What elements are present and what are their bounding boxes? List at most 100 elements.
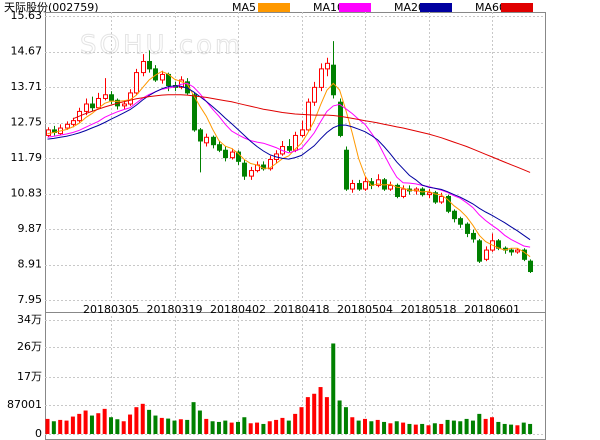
volume-bar: [363, 418, 367, 434]
watermark: SOHU.com: [80, 31, 243, 61]
volume-bar: [109, 417, 113, 434]
x-tick-label: 20180518: [401, 303, 457, 316]
candle-body: [103, 94, 108, 99]
candle-body: [331, 64, 336, 96]
legend-label: MA10: [313, 1, 344, 14]
ma-line: [72, 94, 531, 173]
candle-body: [65, 123, 70, 129]
candle-body: [249, 170, 254, 177]
candle-body: [433, 192, 438, 203]
x-tick-label: 20180504: [337, 303, 393, 316]
volume-bar: [528, 423, 533, 434]
ma-line: [47, 82, 531, 248]
legend-swatch: [339, 3, 371, 12]
legend-label: MA60: [475, 1, 506, 14]
y-tick-label: 11.79: [11, 151, 43, 164]
candle-body: [363, 181, 368, 190]
volume-bar: [388, 423, 393, 434]
volume-bar: [115, 419, 120, 434]
legend-label: MA5: [232, 1, 256, 14]
volume-bar: [210, 421, 215, 434]
candle-body: [484, 249, 489, 260]
volume-bar: [420, 423, 425, 434]
y-tick-label: 9.87: [18, 222, 43, 235]
volume-bar: [509, 424, 514, 434]
candle-body: [122, 103, 127, 107]
volume-bar: [185, 419, 190, 434]
volume-bar: [413, 424, 418, 434]
volume-bar: [280, 417, 285, 434]
candle-body: [350, 183, 355, 190]
volume-bar: [445, 419, 450, 434]
candle-body: [46, 129, 51, 136]
volume-bar: [261, 423, 266, 434]
volume-bar: [293, 413, 298, 434]
candle-body: [522, 249, 527, 260]
volume-bar: [432, 423, 437, 434]
volume-bar: [515, 425, 520, 434]
candle-body: [325, 62, 330, 70]
candle-body: [236, 151, 241, 162]
candle-body: [96, 97, 101, 109]
volume-bar: [172, 420, 177, 434]
candle-body: [388, 184, 393, 190]
volume-bar: [477, 413, 482, 434]
volume-bar: [77, 413, 82, 434]
candle-body: [471, 232, 476, 240]
volume-bar: [274, 419, 279, 434]
volume-bar: [96, 413, 101, 434]
volume-bar: [128, 414, 133, 434]
volume-bar: [299, 407, 304, 434]
volume-bar: [121, 421, 126, 434]
ma-line: [47, 85, 531, 241]
volume-bar: [191, 402, 196, 434]
volume-bar: [178, 419, 183, 434]
volume-bar: [464, 418, 469, 434]
candle-body: [528, 260, 533, 273]
volume-bar: [197, 410, 202, 434]
candle-body: [223, 149, 228, 159]
candle-body: [300, 129, 305, 136]
volume-bar: [375, 419, 380, 434]
candle-body: [344, 149, 349, 190]
volume-bar: [394, 421, 399, 434]
volume-bar: [502, 423, 507, 434]
volume-bar: [318, 387, 323, 434]
y-tick-label: 26万: [17, 340, 42, 353]
volume-bar: [458, 421, 463, 434]
x-tick-label: 20180319: [147, 303, 203, 316]
volume-bar: [496, 421, 501, 434]
y-tick-label: 15.63: [11, 9, 43, 22]
candle-body: [477, 240, 482, 262]
candle-body: [192, 94, 197, 131]
candle-body: [515, 249, 520, 253]
volume-bar: [451, 420, 456, 434]
volume-bar: [343, 407, 348, 434]
volume-bar: [140, 403, 145, 434]
candle-body: [217, 144, 222, 151]
candle-body: [465, 223, 470, 234]
candle-body: [147, 60, 152, 70]
candle-body: [439, 195, 444, 203]
y-tick-label: 0: [35, 427, 42, 440]
y-tick-label: 13.71: [11, 80, 43, 93]
candle-body: [452, 210, 457, 220]
y-tick-label: 12.75: [11, 116, 43, 129]
candle-body: [287, 146, 292, 151]
candle-body: [357, 183, 362, 190]
candle-body: [446, 195, 451, 212]
volume-bar: [407, 423, 412, 434]
candle-body: [230, 151, 235, 159]
volume-bar: [134, 407, 139, 434]
candle-body: [458, 218, 463, 225]
y-tick-label: 10.83: [11, 187, 43, 200]
volume-bar: [216, 421, 221, 434]
x-tick-label: 20180402: [210, 303, 266, 316]
candle-body: [141, 60, 146, 74]
candle-body: [293, 134, 298, 151]
volume-bar: [312, 393, 317, 434]
volume-bar: [426, 425, 431, 434]
volume-bar: [229, 422, 234, 434]
volume-bar: [439, 423, 444, 434]
